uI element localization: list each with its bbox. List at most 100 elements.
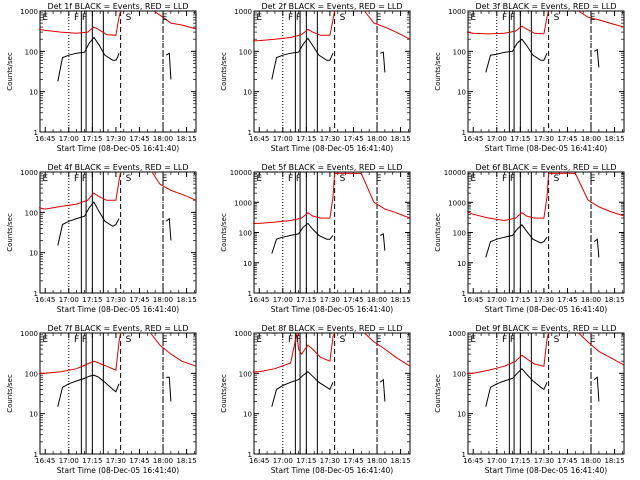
event-marker-label: F [82,174,87,184]
y-tick-label: 100 [239,370,252,378]
y-axis-label: Counts/sec [220,374,228,413]
x-axis-label: Start Time (08-Dec-05 16:41:40) [57,466,179,475]
chart-panel-8: Det 8f BLACK = Events, RED = LLD Counts/s… [220,324,411,475]
event-marker-label: S [554,174,560,184]
y-tick-label: 1 [248,290,252,298]
chart-panel-6: Det 6f BLACK = Events, RED = LLD Counts/s… [434,163,625,314]
event-marker-label: E [42,13,48,23]
plot-frame [253,10,411,133]
x-tick-label: 18:00 [367,296,387,304]
x-axis-label: Start Time (08-Dec-05 16:41:40) [271,144,393,153]
series-line-lld [466,10,625,35]
y-tick-label: 100 [453,370,466,378]
event-marker-label: E [590,335,596,345]
y-tick-label: 1000 [20,330,38,338]
event-marker-label: S [340,335,346,345]
y-tick-label: 1000 [20,8,38,16]
x-tick-label: 17:15 [296,296,316,304]
x-tick-label: 17:45 [129,457,149,465]
x-tick-label: 17:00 [59,135,79,143]
chart-title: Det 2f BLACK = Events, RED = LLD [261,2,402,11]
y-tick-label: 100 [239,230,252,238]
series-line-events [271,37,386,80]
x-tick-label: 17:00 [487,457,507,465]
y-tick-label: 1 [462,129,466,137]
chart-title: Det 6f BLACK = Events, RED = LLD [475,163,616,172]
chart-title: Det 9f BLACK = Events, RED = LLD [475,324,616,333]
chart-panel-1: Det 1f BLACK = Events, RED = LLD Counts/s… [6,2,197,153]
chart-title: Det 3f BLACK = Events, RED = LLD [475,2,616,11]
series-line-lld [467,332,625,374]
y-axis-label: Counts/sec [434,374,442,413]
event-marker-label: S [554,335,560,345]
x-tick-label: 18:15 [604,457,624,465]
series-line-events [485,38,600,73]
x-tick-label: 17:00 [59,457,79,465]
plot-frame [39,332,197,455]
y-tick-label: 10 [243,260,252,268]
y-tick-label: 1000 [234,330,252,338]
x-tick-label: 16:45 [463,135,483,143]
x-axis-label: Start Time (08-Dec-05 16:41:40) [485,144,607,153]
y-tick-label: 100 [453,230,466,238]
y-tick-label: 100 [25,370,38,378]
x-tick-label: 17:15 [510,135,530,143]
x-tick-label: 16:45 [463,457,483,465]
x-tick-label: 17:30 [534,457,554,465]
event-marker-label: F [510,335,515,345]
chart-panel-4: Det 4f BLACK = Events, RED = LLD Counts/s… [6,163,197,314]
x-tick-label: 18:15 [604,296,624,304]
y-tick-label: 1 [248,451,252,459]
x-tick-label: 17:45 [557,135,577,143]
x-tick-label: 18:15 [176,135,196,143]
chart-panel-9: Det 9f BLACK = Events, RED = LLD Counts/s… [434,324,625,475]
y-tick-label: 1000 [448,330,466,338]
y-axis-label: Counts/sec [220,213,228,252]
x-tick-label: 16:45 [249,135,269,143]
x-tick-label: 17:00 [273,296,293,304]
x-tick-label: 17:15 [510,457,530,465]
x-tick-label: 17:30 [106,457,126,465]
x-tick-label: 18:00 [581,296,601,304]
plot-frame [39,10,197,133]
event-marker-label: E [590,174,596,184]
y-tick-label: 1000 [234,199,252,207]
x-tick-label: 17:15 [82,457,102,465]
x-axis-label: Start Time (08-Dec-05 16:41:40) [57,305,179,314]
chart-title: Det 5f BLACK = Events, RED = LLD [261,163,402,172]
event-marker-label: F [74,335,79,345]
x-tick-label: 17:00 [487,296,507,304]
x-tick-label: 16:45 [249,296,269,304]
y-axis-label: Counts/sec [434,52,442,91]
x-tick-label: 16:45 [249,457,269,465]
event-marker-label: E [376,335,382,345]
chart-title: Det 7f BLACK = Events, RED = LLD [47,324,188,333]
x-tick-label: 17:30 [320,296,340,304]
y-axis-label: Counts/sec [434,213,442,252]
x-tick-label: 17:15 [296,457,316,465]
y-tick-label: 10 [29,411,38,419]
plot-frame [39,171,197,294]
y-tick-label: 100 [25,209,38,217]
event-marker-label: F [74,13,79,23]
chart-panel-2: Det 2f BLACK = Events, RED = LLD Counts/s… [220,2,411,153]
series-line-lld [253,332,411,373]
x-tick-label: 17:00 [273,457,293,465]
x-tick-label: 18:15 [176,296,196,304]
x-tick-label: 18:00 [153,457,173,465]
x-tick-label: 17:45 [343,135,363,143]
x-tick-label: 18:15 [390,296,410,304]
y-axis-label: Counts/sec [6,213,14,252]
event-marker-label: E [162,174,168,184]
event-marker-label: S [126,13,132,23]
event-marker-label: F [296,335,301,345]
y-tick-label: 100 [453,48,466,56]
event-marker-label: E [256,13,262,23]
plot-frame [253,171,411,294]
series-line-events [271,371,386,407]
chart-panel-7: Det 7f BLACK = Events, RED = LLD Counts/s… [6,324,197,475]
series-line-events [485,224,600,258]
event-marker-label: E [470,335,476,345]
event-marker-label: S [340,174,346,184]
series-line-lld [38,171,197,210]
